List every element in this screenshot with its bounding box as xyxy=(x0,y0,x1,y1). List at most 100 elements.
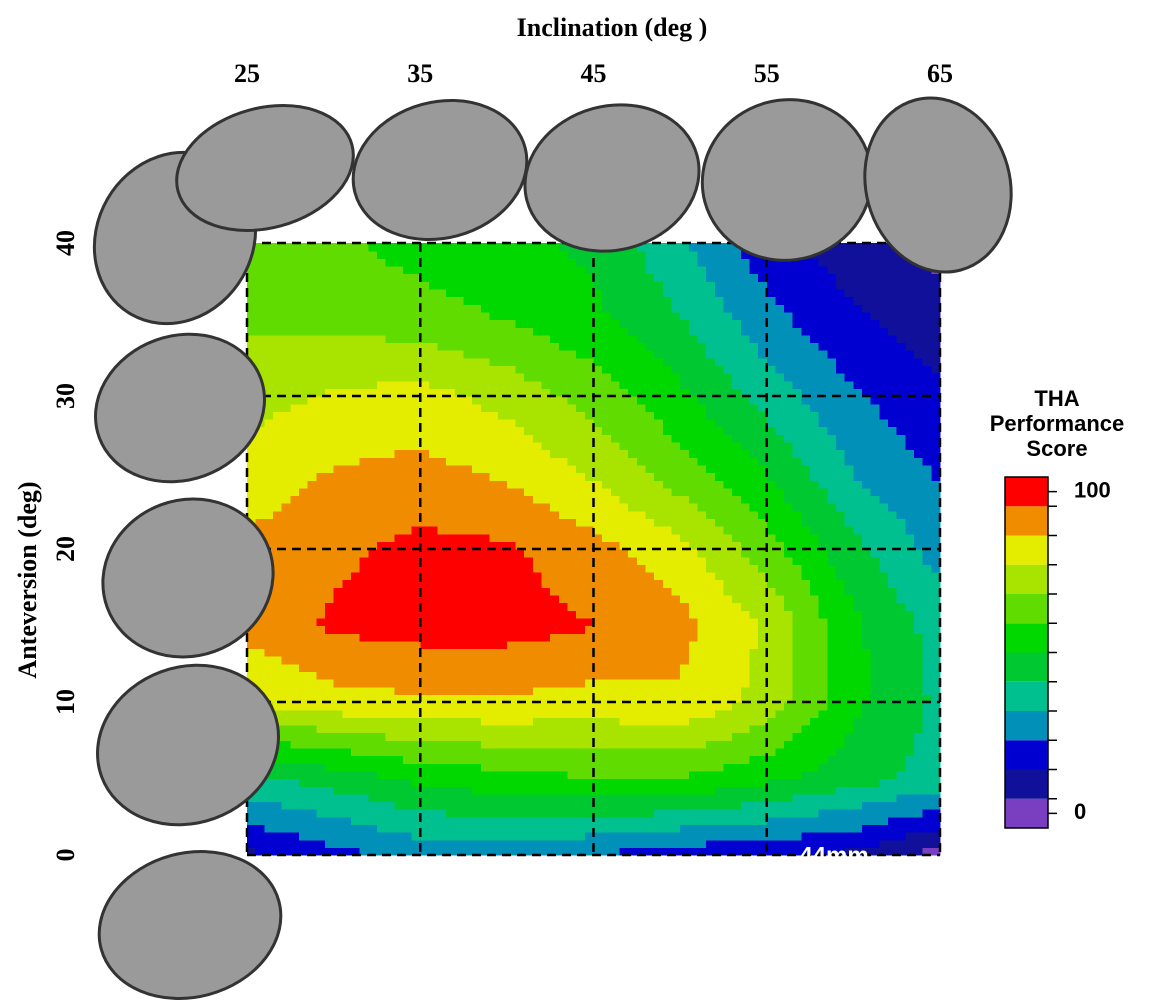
contour-cell xyxy=(844,434,854,443)
contour-cell xyxy=(524,457,534,466)
contour-cell xyxy=(766,778,777,787)
contour-cell xyxy=(463,610,473,619)
contour-cell xyxy=(368,342,378,351)
contour-cell xyxy=(602,526,612,535)
contour-cell xyxy=(870,847,880,856)
contour-cell xyxy=(446,679,456,688)
contour-cell xyxy=(610,747,621,757)
contour-cell xyxy=(489,770,499,780)
contour-cell xyxy=(792,480,802,489)
contour-cell xyxy=(264,373,274,382)
contour-cell xyxy=(316,763,326,772)
contour-cell xyxy=(610,847,621,856)
contour-cell xyxy=(567,541,577,550)
contour-cell xyxy=(862,793,872,803)
contour-cell xyxy=(255,679,265,688)
contour-cell xyxy=(342,663,352,672)
contour-cell xyxy=(411,747,421,757)
contour-cell xyxy=(697,847,707,856)
contour-cell xyxy=(463,694,473,703)
contour-cell xyxy=(888,648,898,657)
contour-cell xyxy=(922,571,932,581)
contour-cell xyxy=(368,656,378,665)
contour-cell xyxy=(914,487,924,497)
contour-cell xyxy=(576,411,586,420)
contour-cell xyxy=(437,441,447,451)
contour-cell xyxy=(472,770,482,780)
contour-cell xyxy=(792,816,802,825)
contour-cell xyxy=(584,656,595,665)
contour-cell xyxy=(619,732,629,741)
contour-cell xyxy=(593,786,603,795)
contour-cell xyxy=(437,656,447,665)
contour-cell xyxy=(784,648,794,657)
contour-cell xyxy=(272,334,283,344)
contour-cell xyxy=(628,839,638,848)
contour-cell xyxy=(775,587,785,596)
contour-cell xyxy=(394,411,404,420)
contour-cell xyxy=(723,564,733,573)
contour-cell xyxy=(446,755,456,764)
contour-cell xyxy=(342,747,352,757)
contour-cell xyxy=(281,526,291,535)
contour-cell xyxy=(723,679,733,688)
contour-cell xyxy=(775,411,785,420)
contour-cell xyxy=(844,472,854,481)
contour-cell xyxy=(446,648,456,657)
contour-cell xyxy=(645,594,655,604)
contour-cell xyxy=(836,709,846,718)
contour-cell xyxy=(697,717,707,726)
contour-cell xyxy=(316,457,326,466)
contour-cell xyxy=(654,839,664,848)
contour-cell xyxy=(584,640,595,650)
contour-cell xyxy=(654,602,664,611)
contour-cell xyxy=(758,686,768,695)
contour-cell xyxy=(862,594,872,604)
contour-cell xyxy=(428,418,439,428)
contour-cell xyxy=(420,510,430,519)
contour-cell xyxy=(888,403,898,412)
contour-cell xyxy=(879,740,889,749)
contour-cell xyxy=(723,663,733,672)
contour-cell xyxy=(385,510,395,519)
contour-cell xyxy=(567,663,577,672)
contour-cell xyxy=(662,656,673,665)
contour-cell xyxy=(593,809,603,818)
contour-cell xyxy=(914,847,924,856)
contour-cell xyxy=(775,633,785,642)
contour-cell xyxy=(420,411,430,420)
contour-cell xyxy=(376,510,387,519)
contour-cell xyxy=(714,426,725,435)
contour-cell xyxy=(801,755,811,764)
contour-cell xyxy=(792,824,802,833)
contour-cell xyxy=(402,763,413,772)
contour-cell xyxy=(567,671,577,680)
contour-cell xyxy=(671,396,681,405)
contour-cell xyxy=(862,480,872,489)
contour-cell xyxy=(506,457,517,466)
contour-cell xyxy=(558,747,569,757)
contour-cell xyxy=(740,594,751,604)
contour-cell xyxy=(792,457,802,466)
contour-cell xyxy=(394,602,404,611)
contour-cell xyxy=(264,472,274,481)
contour-cell xyxy=(402,709,413,718)
contour-cell xyxy=(766,533,777,542)
contour-cell xyxy=(610,755,621,764)
contour-cell xyxy=(853,801,863,810)
contour-cell xyxy=(602,763,612,772)
contour-cell xyxy=(862,503,872,512)
contour-cell xyxy=(888,686,898,695)
contour-cell xyxy=(740,449,751,458)
contour-cell xyxy=(272,487,283,497)
contour-cell xyxy=(645,839,655,848)
contour-cell xyxy=(844,403,854,412)
contour-cell xyxy=(732,487,742,497)
contour-cell xyxy=(680,495,690,504)
contour-cell xyxy=(723,587,733,596)
contour-cell xyxy=(498,832,508,841)
contour-cell xyxy=(636,541,647,550)
contour-cell xyxy=(437,571,447,581)
contour-cell xyxy=(628,847,638,856)
contour-cell xyxy=(541,403,551,412)
